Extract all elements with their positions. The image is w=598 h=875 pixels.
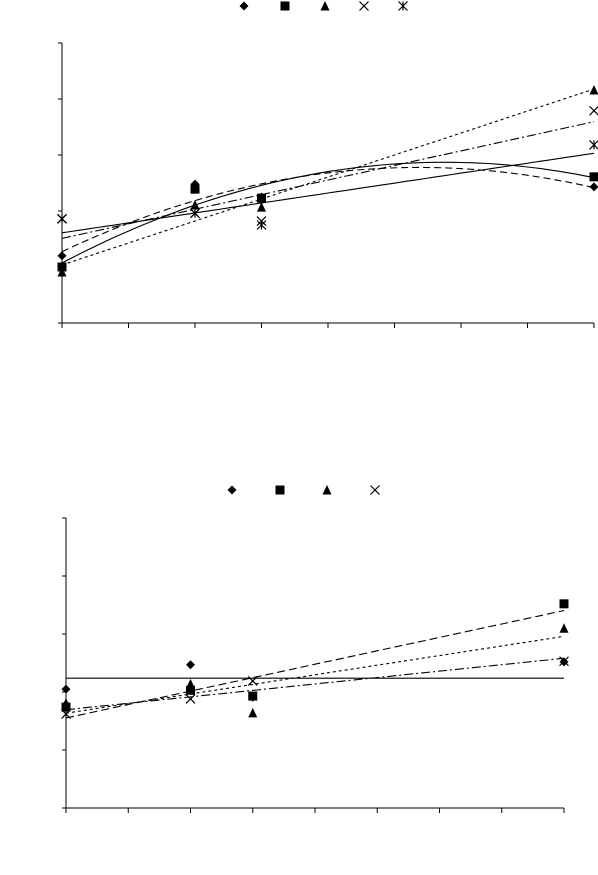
legend-marker: [359, 1, 369, 11]
data-point: [589, 139, 598, 150]
data-point: [57, 251, 67, 261]
data-point: [559, 623, 569, 633]
legend-marker: [280, 1, 290, 11]
trendline: [65, 657, 565, 711]
data-point: [57, 262, 67, 272]
legend-marker: [275, 485, 285, 495]
legend-marker: [322, 485, 332, 495]
data-point: [190, 184, 200, 194]
trendline: [61, 161, 595, 264]
data-point: [186, 685, 195, 695]
data-point: [61, 709, 71, 719]
data-point: [559, 599, 569, 609]
trendline: [61, 152, 595, 234]
data-point: [257, 193, 266, 203]
data-point: [248, 707, 258, 718]
data-point: [57, 267, 67, 277]
data-point: [61, 684, 71, 694]
data-point: [559, 656, 569, 667]
data-point: [589, 182, 598, 192]
legend-marker: [227, 485, 237, 495]
data-point: [589, 85, 598, 95]
data-point: [589, 172, 598, 182]
data-point: [256, 220, 267, 230]
legend-marker: [398, 1, 408, 11]
legend-marker: [239, 1, 249, 11]
data-point: [61, 698, 71, 708]
legend-marker: [370, 485, 380, 495]
data-point: [589, 105, 598, 116]
trendline: [61, 121, 595, 239]
data-point: [185, 694, 196, 704]
data-point: [186, 660, 195, 670]
data-point: [190, 199, 200, 210]
data-point: [57, 213, 67, 224]
data-point: [248, 691, 258, 701]
data-point: [190, 208, 200, 219]
data-point: [186, 678, 195, 689]
data-point: [257, 202, 266, 212]
trendline: [61, 88, 595, 266]
legend-marker: [320, 1, 330, 11]
data-point: [247, 676, 258, 686]
trendline: [61, 166, 595, 253]
